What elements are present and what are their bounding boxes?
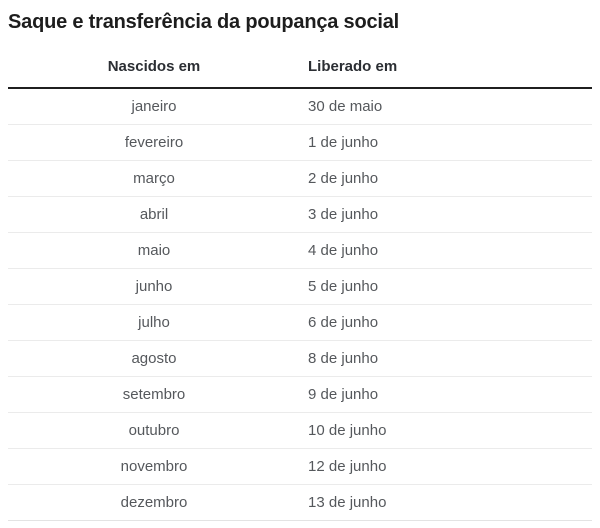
- table-row: abril 3 de junho: [8, 197, 592, 233]
- table-row: novembro 12 de junho: [8, 449, 592, 485]
- birth-month-cell: janeiro: [131, 98, 177, 115]
- release-date-cell: 9 de junho: [308, 386, 379, 403]
- birth-month-cell: maio: [137, 242, 171, 259]
- release-date-cell: 2 de junho: [308, 170, 379, 187]
- table-row: julho 6 de junho: [8, 305, 592, 341]
- release-schedule-table: Nascidos em Liberado em janeiro 30 de mai…: [8, 48, 592, 521]
- release-date-cell: 3 de junho: [308, 206, 379, 223]
- birth-month-cell: julho: [138, 314, 170, 331]
- release-date-cell: 1 de junho: [308, 134, 379, 151]
- table-row: dezembro 13 de junho: [8, 485, 592, 521]
- birth-month-cell: fevereiro: [124, 134, 184, 151]
- table-row: outubro 10 de junho: [8, 413, 592, 449]
- birth-month-cell: junho: [135, 278, 173, 295]
- table-row: junho 5 de junho: [8, 269, 592, 305]
- birth-month-cell: outubro: [128, 422, 180, 439]
- release-date-cell: 13 de junho: [308, 494, 387, 511]
- table-header-row: Nascidos em Liberado em: [8, 48, 592, 89]
- column-header-born-in: Nascidos em: [8, 48, 300, 89]
- release-date-cell: 30 de maio: [308, 98, 383, 115]
- release-date-cell: 6 de junho: [308, 314, 379, 331]
- table-row: setembro 9 de junho: [8, 377, 592, 413]
- column-header-released-on: Liberado em: [300, 48, 592, 89]
- release-date-cell: 8 de junho: [308, 350, 379, 367]
- birth-month-cell: abril: [139, 206, 169, 223]
- table-row: agosto 8 de junho: [8, 341, 592, 377]
- table-row: março 2 de junho: [8, 161, 592, 197]
- release-date-cell: 12 de junho: [308, 458, 387, 475]
- table-body: janeiro 30 de maio fevereiro 1 de junho març…: [8, 88, 592, 521]
- release-date-cell: 5 de junho: [308, 278, 379, 295]
- birth-month-cell: março: [133, 170, 175, 187]
- page-title: Saque e transferência da poupança social: [8, 11, 400, 33]
- release-date-cell: 10 de junho: [308, 422, 387, 439]
- birth-month-cell: setembro: [122, 386, 186, 403]
- table-row: maio 4 de junho: [8, 233, 592, 269]
- birth-month-cell: novembro: [120, 458, 188, 475]
- release-date-cell: 4 de junho: [308, 242, 379, 259]
- birth-month-cell: agosto: [131, 350, 177, 367]
- birth-month-cell: dezembro: [120, 494, 188, 511]
- table-row: fevereiro 1 de junho: [8, 125, 592, 161]
- table-row: janeiro 30 de maio: [8, 88, 592, 125]
- table-header: Nascidos em Liberado em: [8, 48, 592, 89]
